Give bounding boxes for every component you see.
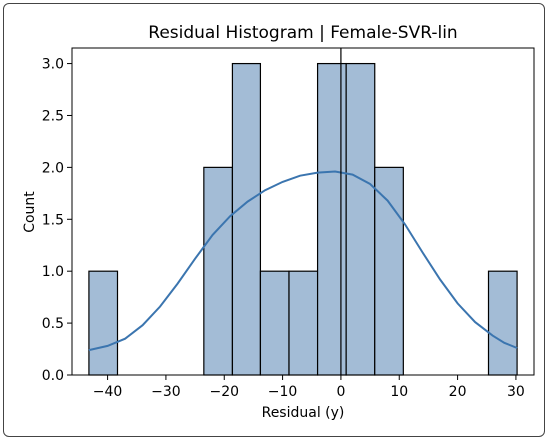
y-axis-ticks: 0.0 0.5 1.0 1.5 2.0 2.5 3.0 [42, 57, 72, 384]
x-axis-label: Residual (y) [262, 405, 345, 421]
y-axis-label: Count [22, 191, 38, 233]
kde-line [88, 170, 518, 352]
y-tick-label: 0.5 [42, 316, 64, 332]
y-tick-label: 1.0 [42, 264, 64, 280]
y-tick-label: 1.5 [42, 212, 64, 228]
histogram-bar-6 [316, 62, 347, 376]
histogram-bar-3 [231, 62, 262, 376]
x-tick-label: −20 [209, 384, 239, 400]
chart-title: Residual Histogram | Female-SVR-lin [148, 23, 457, 43]
x-tick-label: −30 [151, 384, 181, 400]
x-axis-ticks: −40 −30 −20 −10 0 10 20 30 [93, 375, 525, 400]
histogram-bar-1 [88, 270, 119, 376]
x-tick-label: −40 [93, 384, 123, 400]
x-tick-label: −10 [268, 384, 298, 400]
y-tick-label: 2.5 [42, 108, 64, 124]
histogram-bar-9 [487, 270, 518, 376]
x-tick-label: 30 [507, 384, 525, 400]
x-tick-label: 0 [336, 384, 345, 400]
kde-curve-group [88, 170, 518, 352]
y-tick-label: 3.0 [42, 57, 64, 73]
histogram-bar-5 [288, 270, 319, 376]
y-tick-label: 0.0 [42, 368, 64, 384]
histogram-bars [88, 62, 518, 376]
histogram-bar-8 [374, 166, 404, 376]
x-tick-label: 10 [390, 384, 408, 400]
histogram-bar-4 [259, 270, 290, 376]
histogram-bar-2 [203, 166, 234, 376]
y-tick-label: 2.0 [42, 160, 64, 176]
plot-area-frame [71, 47, 535, 376]
histogram-bar-7 [345, 62, 376, 376]
x-tick-label: 20 [449, 384, 467, 400]
